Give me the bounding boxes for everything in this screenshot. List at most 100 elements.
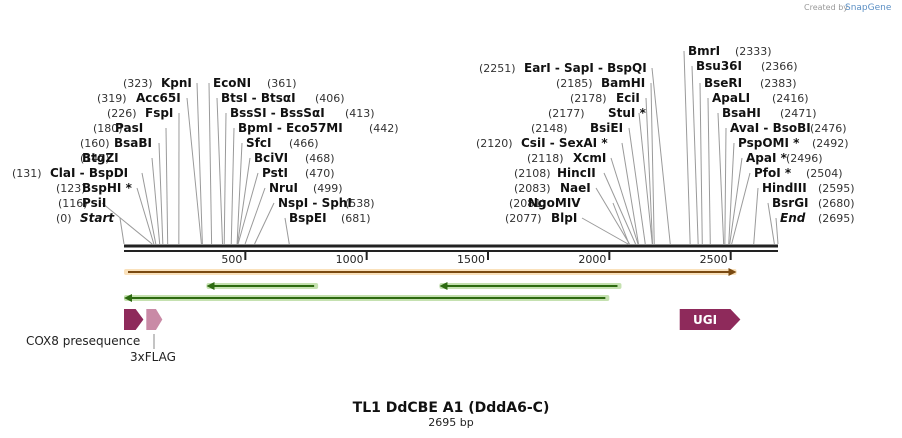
site-leader xyxy=(683,50,691,245)
site-labels: (0) Start(116)PsiI(123)BspHI * (131) ClaI -… xyxy=(12,44,855,225)
site-name: ApaI * xyxy=(746,151,788,165)
site-name: FspI xyxy=(145,106,173,120)
site-leader xyxy=(612,202,630,245)
site-pos: (406) xyxy=(315,92,345,105)
site-pos: (2595) xyxy=(818,182,855,195)
site-leader xyxy=(151,157,161,245)
site-leader xyxy=(610,157,639,245)
site-pos: (413) xyxy=(345,107,375,120)
site-name: BpmI - Eco57MI xyxy=(238,121,343,135)
site-name: BamHI xyxy=(601,76,645,90)
site-name: NgoMIV xyxy=(528,196,581,210)
site-leaders xyxy=(101,50,779,245)
site-pos: (2492) xyxy=(812,137,849,150)
site-name: BspEI xyxy=(289,211,327,225)
site-name: BsaBI xyxy=(114,136,152,150)
credit-prefix: Created by xyxy=(804,3,848,12)
site-name: NruI xyxy=(269,181,298,195)
site-leader xyxy=(628,127,646,245)
site-pos: (538) xyxy=(345,197,375,210)
site-leader xyxy=(119,217,125,245)
site-name: StuI * xyxy=(608,106,647,120)
ruler-tick-label: 500 xyxy=(221,253,242,266)
orf-tracks xyxy=(124,268,737,302)
site-pos: (226) xyxy=(107,107,137,120)
site-pos: (147) xyxy=(80,152,110,165)
ruler-tick-label: 1500 xyxy=(457,253,485,266)
site-leader xyxy=(186,97,202,245)
site-name: BlpI xyxy=(551,211,577,225)
snapgene-brand: SnapGene xyxy=(845,3,892,13)
site-leader xyxy=(645,97,654,245)
site-name: XcmI xyxy=(573,151,606,165)
site-pos: (0) xyxy=(56,212,72,225)
site-pos: (131) xyxy=(12,167,42,180)
site-leader xyxy=(236,142,243,245)
site-pos: (2118) xyxy=(527,152,564,165)
site-name: ClaI - BspDI xyxy=(50,166,128,180)
map-title: TL1 DdCBE A1 (DddA6-C) xyxy=(353,400,550,416)
site-pos: (2083) xyxy=(514,182,551,195)
site-pos: (116) xyxy=(58,197,88,210)
site-leader xyxy=(254,202,275,245)
site-name: BsaHI xyxy=(722,106,761,120)
site-leader xyxy=(158,142,164,245)
site-pos: (2680) xyxy=(818,197,855,210)
site-leader xyxy=(216,97,224,245)
site-name: BciVI xyxy=(254,151,288,165)
site-pos: (323) xyxy=(123,77,153,90)
site-leader xyxy=(728,142,735,245)
site-pos: (180) xyxy=(93,122,123,135)
site-leader xyxy=(244,187,266,245)
feature-arrow xyxy=(124,309,144,330)
site-pos: (123) xyxy=(56,182,86,195)
site-name: KpnI xyxy=(161,76,192,90)
ruler-ticks: 500 1000 1500 2000 2500 xyxy=(221,252,732,266)
site-leader xyxy=(208,82,213,245)
site-name: Acc65I xyxy=(136,91,181,105)
site-leader xyxy=(638,112,653,245)
site-pos: (442) xyxy=(369,122,399,135)
feature-label-ugi: UGI xyxy=(693,313,717,327)
site-leader xyxy=(230,127,235,245)
feature-track: UGI xyxy=(124,309,741,330)
site-name: SfcI xyxy=(246,136,271,150)
site-leader xyxy=(141,172,157,245)
map-length: 2695 bp xyxy=(428,416,473,429)
site-name: Start xyxy=(80,211,115,225)
site-pos: (2077) xyxy=(505,212,542,225)
site-leader xyxy=(621,142,639,245)
site-leader xyxy=(775,217,779,245)
site-leader xyxy=(691,65,699,245)
site-pos: (2416) xyxy=(772,92,809,105)
site-pos: (2695) xyxy=(818,212,855,225)
site-pos: (2333) xyxy=(735,45,772,58)
orf-arrowhead xyxy=(206,282,215,290)
site-pos: (2185) xyxy=(556,77,593,90)
site-name: BmrI xyxy=(688,44,720,58)
site-leader xyxy=(729,157,743,245)
site-name: EarI - SapI - BspQI xyxy=(524,61,647,75)
site-pos: (361) xyxy=(267,77,297,90)
site-name: PsiI xyxy=(82,196,106,210)
site-pos: (681) xyxy=(341,212,371,225)
site-pos: (2504) xyxy=(806,167,843,180)
site-leader xyxy=(196,82,203,245)
site-pos: (2108) xyxy=(514,167,551,180)
site-leader xyxy=(237,157,251,245)
site-name: EciI xyxy=(616,91,640,105)
feature-arrow xyxy=(679,309,741,330)
site-name: PfoI * xyxy=(754,166,792,180)
site-name: BspHI * xyxy=(82,181,133,195)
site-leader xyxy=(707,97,711,245)
site-name: BsiEI xyxy=(590,121,623,135)
site-leader xyxy=(699,82,703,245)
site-name: BssSI - BssSαI xyxy=(230,106,325,120)
site-pos: (499) xyxy=(313,182,343,195)
ruler-tick-label: 2500 xyxy=(700,253,728,266)
site-leader xyxy=(284,217,290,245)
site-pos: (2081) xyxy=(509,197,546,210)
site-name: PspOMI * xyxy=(738,136,800,150)
feature-label-cox8: COX8 presequence xyxy=(26,334,140,348)
